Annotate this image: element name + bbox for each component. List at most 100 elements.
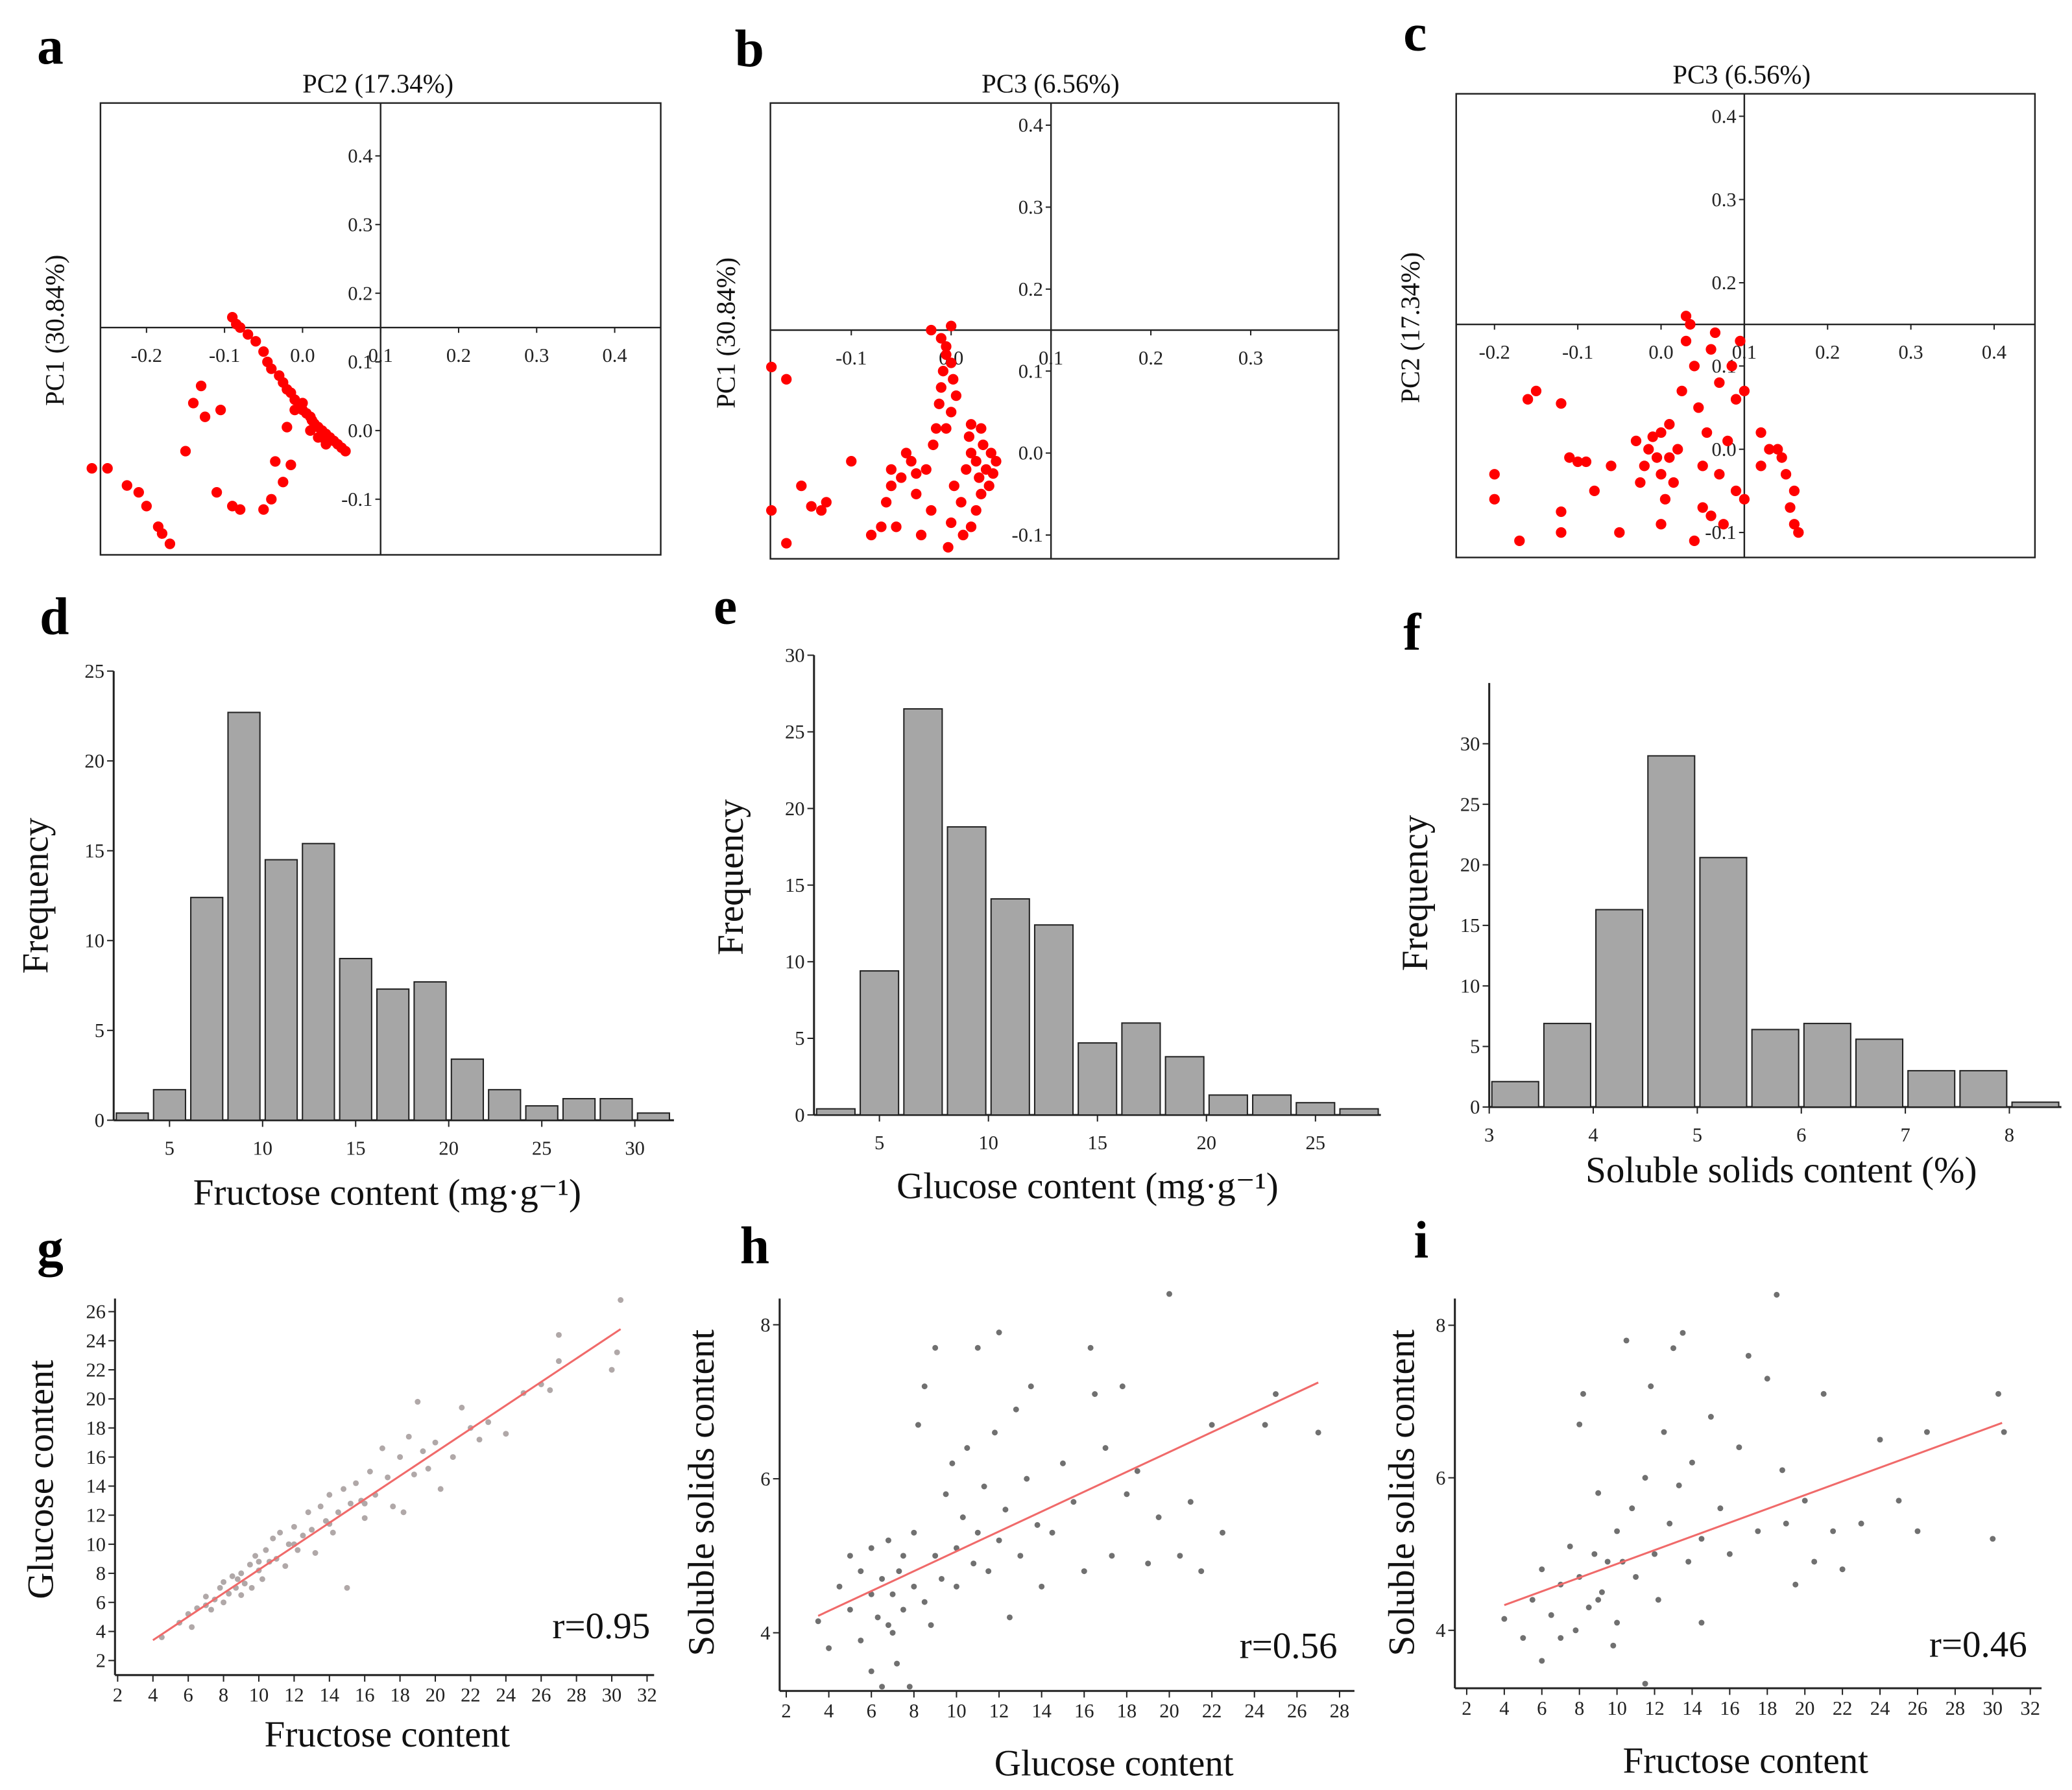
data-point: [1739, 494, 1750, 505]
data-point: [1109, 1553, 1115, 1559]
histogram-bar: [1208, 1094, 1248, 1116]
x-tick-label: 0.4: [1982, 341, 2006, 363]
x-tick-label: 14: [1031, 1700, 1052, 1722]
data-point: [248, 1584, 255, 1591]
data-point: [211, 487, 223, 498]
data-point: [1990, 1536, 1996, 1542]
data-point: [911, 468, 922, 479]
data-point: [263, 1547, 269, 1553]
x-tick-label: 8: [219, 1684, 228, 1706]
data-point: [963, 431, 975, 442]
data-point: [189, 1624, 195, 1630]
x-tick-label: 32: [637, 1684, 657, 1706]
data-point: [235, 322, 246, 333]
regression-line: [152, 1328, 621, 1641]
data-point: [1198, 1568, 1205, 1575]
data-point: [1730, 394, 1742, 405]
data-point: [1697, 502, 1708, 513]
data-point: [1273, 1391, 1279, 1397]
data-point: [1839, 1566, 1846, 1573]
data-point: [1522, 394, 1534, 405]
x-tick-label: 8: [909, 1700, 919, 1722]
data-point: [992, 1429, 998, 1436]
histogram-bar: [1647, 755, 1696, 1108]
data-point: [312, 1550, 319, 1556]
x-tick-label: 20: [1196, 1132, 1216, 1154]
x-tick-label: 12: [1644, 1697, 1665, 1719]
histogram-bar: [636, 1112, 670, 1121]
data-point: [1858, 1520, 1864, 1527]
data-point: [1774, 1291, 1780, 1298]
y-tick-label: 8: [760, 1314, 770, 1336]
data-point: [1689, 361, 1700, 372]
x-tick-label: 3: [1484, 1124, 1494, 1146]
x-tick-label: 4: [824, 1700, 834, 1722]
data-point: [1629, 1505, 1635, 1512]
data-point: [1610, 1642, 1617, 1649]
data-point: [1676, 385, 1687, 397]
x-tick-label: -0.2: [131, 344, 162, 366]
panel-letter: a: [37, 16, 64, 75]
data-point: [459, 1404, 465, 1411]
data-point: [1717, 1505, 1724, 1512]
y-axis-label: Frequency: [15, 817, 56, 973]
data-point: [1676, 1482, 1682, 1488]
data-point: [1789, 519, 1800, 530]
x-tick-label: 16: [1074, 1700, 1094, 1722]
data-point: [928, 1622, 934, 1629]
data-point: [765, 361, 777, 373]
x-tick-label: 16: [355, 1684, 375, 1706]
x-tick-label: 8: [1574, 1697, 1584, 1719]
data-point: [1580, 456, 1592, 468]
data-point: [1667, 1520, 1673, 1527]
panel-letter: f: [1403, 603, 1421, 662]
data-point: [1642, 1475, 1648, 1481]
data-point: [317, 1503, 324, 1510]
data-point: [1006, 1614, 1013, 1621]
y-tick-label: 25: [84, 660, 104, 682]
data-point: [195, 380, 207, 392]
data-point: [238, 1570, 245, 1577]
x-axis-label: Soluble solids content (%): [1585, 1150, 1977, 1191]
data-point: [1572, 456, 1584, 468]
data-point: [1801, 1498, 1808, 1504]
data-point: [1134, 1468, 1140, 1474]
data-point: [1670, 1345, 1676, 1352]
x-tick-label: 30: [602, 1684, 622, 1706]
data-point: [397, 1454, 404, 1461]
axis-title-top: PC3 (6.56%): [1672, 60, 1811, 89]
data-point: [911, 1529, 917, 1536]
data-point: [277, 1529, 283, 1536]
x-axis-label: Fructose content: [1623, 1741, 1869, 1782]
correlation-label: r=0.56: [1240, 1625, 1338, 1666]
y-tick-label: 5: [1470, 1036, 1480, 1058]
x-tick-label: 0.2: [1815, 341, 1840, 363]
data-point: [948, 374, 959, 385]
data-point: [1591, 1551, 1598, 1557]
data-point: [199, 411, 211, 422]
data-point: [361, 1500, 368, 1507]
y-tick-label: 4: [1436, 1619, 1445, 1641]
data-point: [970, 456, 982, 467]
correlation-label: r=0.95: [552, 1606, 650, 1647]
data-point: [335, 1509, 341, 1516]
data-point: [874, 1614, 881, 1621]
x-tick-label: 18: [1117, 1700, 1137, 1722]
data-point: [991, 456, 1002, 467]
data-point: [1520, 1635, 1526, 1641]
data-point: [926, 505, 937, 516]
data-point: [278, 477, 289, 488]
data-point: [1648, 1383, 1654, 1389]
data-point: [1698, 1619, 1705, 1626]
data-point: [876, 521, 887, 532]
histogram-bar: [562, 1098, 596, 1121]
data-point: [1672, 444, 1683, 455]
x-tick-label: 10: [253, 1137, 273, 1159]
data-point: [1722, 435, 1733, 447]
data-point: [266, 494, 277, 505]
data-point: [889, 1630, 896, 1636]
data-point: [243, 329, 254, 340]
data-point: [503, 1431, 509, 1437]
panel-letter: e: [714, 576, 737, 635]
